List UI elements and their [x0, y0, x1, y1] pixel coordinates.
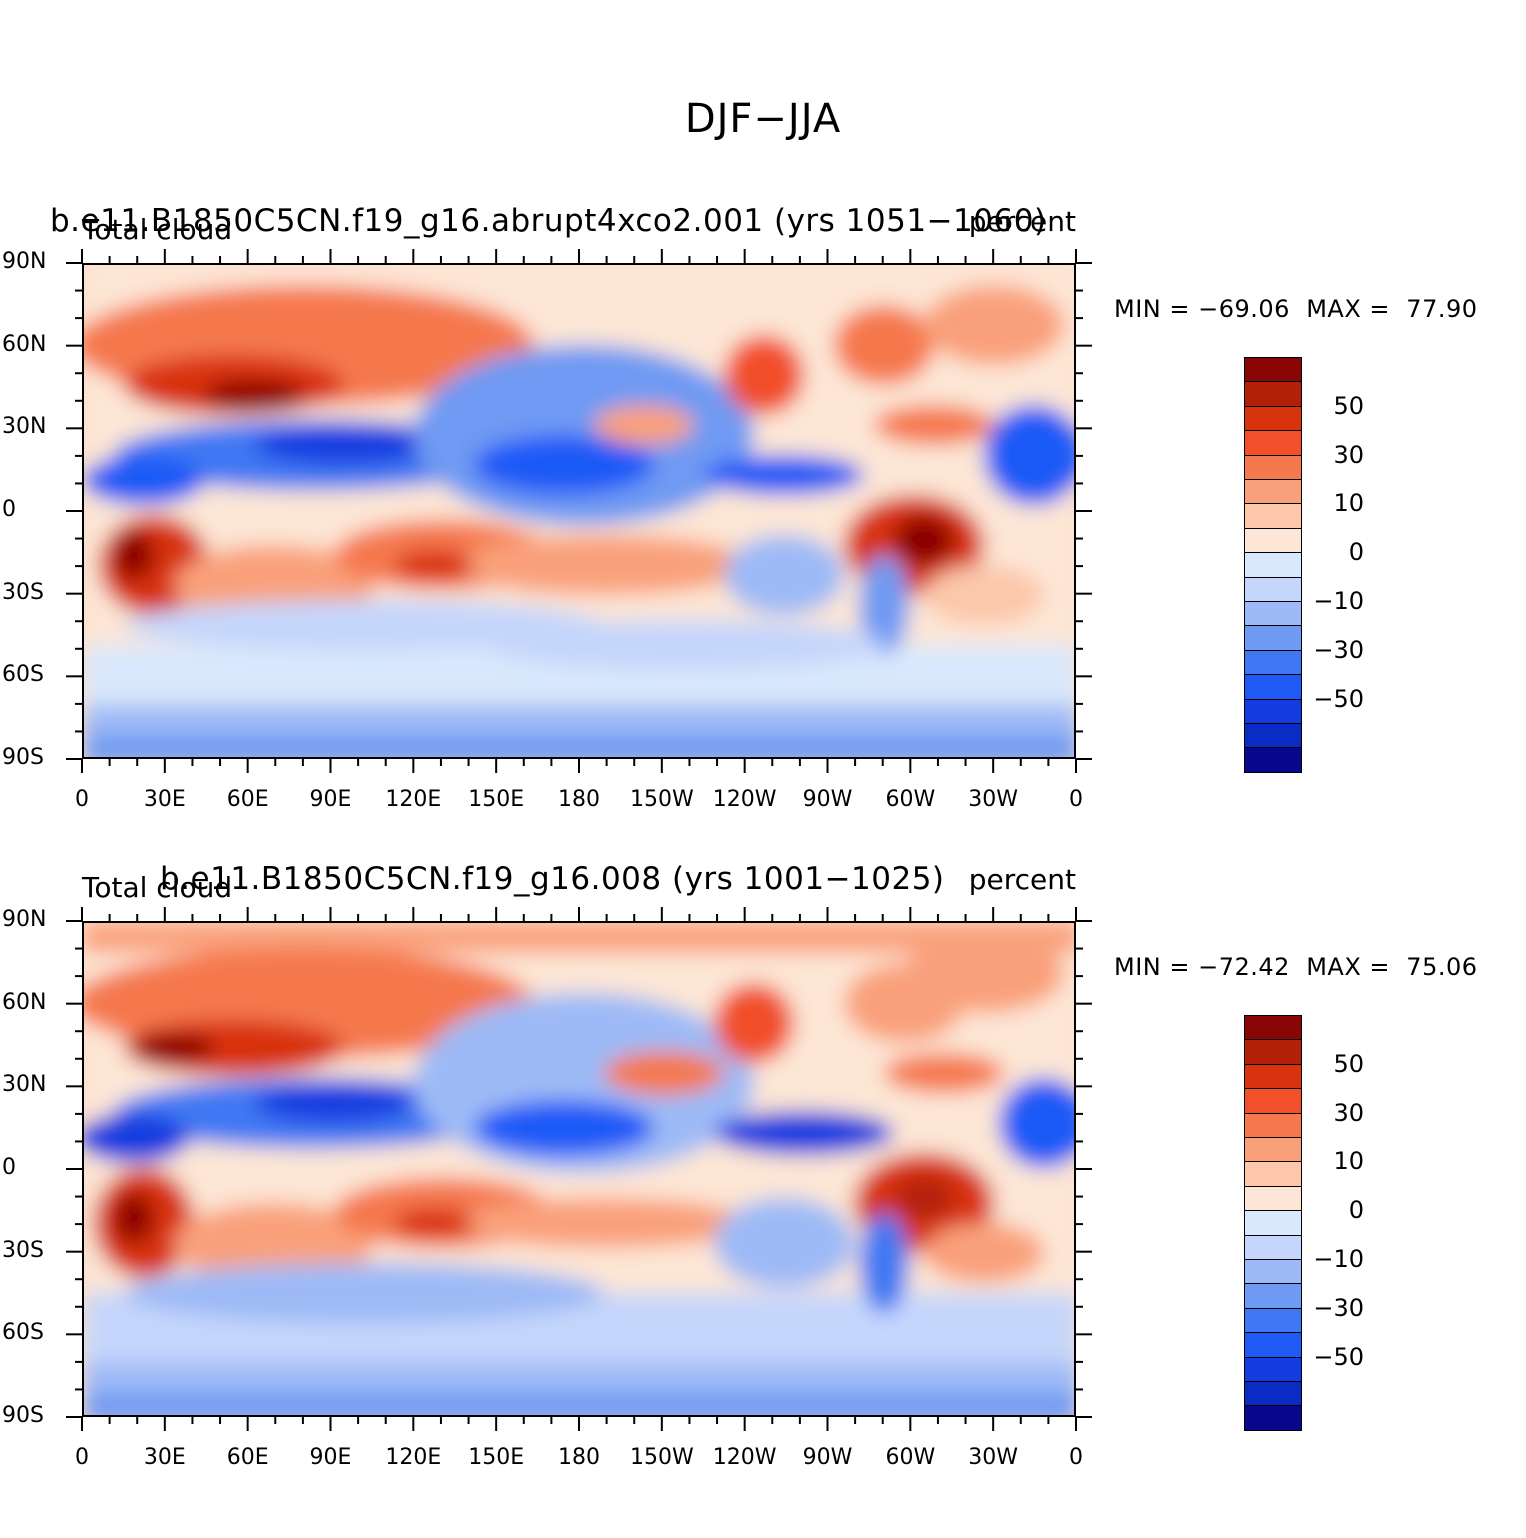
- lon-tick-label: 150W: [629, 787, 694, 812]
- lon-tick-label: 60E: [226, 1445, 269, 1470]
- min-value: −72.42: [1198, 953, 1290, 981]
- min-max-readout: MIN = −69.06 MAX = 77.90: [1114, 295, 1478, 323]
- colorbar-label: 50: [1333, 391, 1364, 420]
- lat-tick-label: 60N: [2, 989, 47, 1015]
- lat-tick-label: 30S: [2, 579, 44, 605]
- axis-ticks: [66, 907, 1092, 1431]
- map-panel-bottom: b.e11.B1850C5CN.f19_g16.008 (yrs 1001−10…: [0, 853, 1526, 1503]
- run-title: b.e11.B1850C5CN.f19_g16.008 (yrs 1001−10…: [160, 861, 945, 897]
- colorbar-segment: [1244, 405, 1302, 432]
- map-fill: [84, 923, 1074, 1415]
- axis-ticks: [66, 249, 1092, 773]
- max-value: 75.06: [1406, 953, 1478, 981]
- colorbar-segment: [1244, 479, 1302, 505]
- lon-tick-label: 120W: [712, 787, 777, 812]
- lat-tick-label: 0: [2, 497, 16, 522]
- min-value: −69.06: [1198, 295, 1290, 323]
- lon-tick-label: 30W: [968, 1445, 1019, 1470]
- contour-map: [82, 263, 1076, 759]
- map-panel-top: b.e11.B1850C5CN.f19_g16.abrupt4xco2.001 …: [0, 195, 1526, 845]
- colorbar-segment: [1244, 1185, 1302, 1212]
- lon-tick-label: 30W: [968, 787, 1019, 812]
- colorbar-segment: [1244, 1381, 1302, 1407]
- lon-tick-label: 120E: [385, 1445, 442, 1470]
- lon-tick-label: 90W: [802, 1445, 853, 1470]
- lat-tick-label: 0: [2, 1155, 16, 1180]
- lon-tick-label: 30E: [143, 787, 186, 812]
- min-label: MIN =: [1114, 953, 1190, 981]
- lat-tick-label: 90N: [2, 907, 47, 932]
- lon-tick-label: 90E: [309, 787, 352, 812]
- colorbar-label: −10: [1313, 587, 1364, 615]
- lon-tick-label: 0: [75, 787, 89, 812]
- colorbar-label: −50: [1313, 684, 1364, 713]
- contour-map: [82, 921, 1076, 1417]
- colorbar-segment: [1244, 454, 1302, 480]
- colorbar-segment: [1244, 381, 1302, 407]
- max-label: MAX =: [1306, 295, 1391, 323]
- map-fill: [84, 265, 1074, 757]
- max-value: 77.90: [1406, 295, 1478, 323]
- lon-tick-label: 0: [1069, 787, 1083, 812]
- lat-tick-label: 30S: [2, 1237, 44, 1263]
- lon-tick-label: 180: [558, 787, 600, 812]
- min-max-readout: MIN = −72.42 MAX = 75.06: [1114, 953, 1478, 981]
- lon-tick-label: 60W: [885, 1445, 936, 1470]
- colorbar-segment: [1244, 576, 1302, 602]
- lon-tick-label: 120E: [385, 787, 442, 812]
- lon-tick-label: 90W: [802, 787, 853, 812]
- figure-title: DJF−JJA: [684, 96, 842, 142]
- lat-tick-label: 90S: [2, 1403, 44, 1428]
- lon-tick-label: 90E: [309, 1445, 352, 1470]
- variable-label: Total cloud: [82, 213, 233, 246]
- colorbar-segment: [1244, 1283, 1302, 1309]
- lon-tick-label: 120W: [712, 1445, 777, 1470]
- lat-tick-label: 60S: [2, 662, 44, 688]
- lon-tick-label: 60W: [885, 787, 936, 812]
- units-label: percent: [968, 863, 1076, 896]
- colorbar: 50 30 10 0 −10 −30 −50: [1244, 357, 1364, 773]
- lon-tick-label: 180: [558, 1445, 600, 1470]
- colorbar-segment: [1244, 1405, 1302, 1431]
- colorbar-label: 10: [1333, 489, 1364, 518]
- lon-tick-label: 150E: [468, 1445, 525, 1470]
- lon-tick-label: 0: [1069, 1445, 1083, 1470]
- colorbar-segment: [1244, 1307, 1302, 1334]
- min-label: MIN =: [1114, 295, 1190, 323]
- colorbar-segment: [1244, 1137, 1302, 1163]
- lon-tick-label: 0: [75, 1445, 89, 1470]
- lat-tick-label: 90N: [2, 249, 47, 274]
- lon-tick-label: 150E: [468, 787, 525, 812]
- colorbar-label: 0: [1348, 1196, 1364, 1225]
- lat-tick-label: 90S: [2, 745, 44, 770]
- lat-tick-label: 60S: [2, 1320, 44, 1346]
- colorbar-label: 10: [1333, 1147, 1364, 1176]
- lon-tick-label: 150W: [629, 1445, 694, 1470]
- colorbar-label: −10: [1313, 1245, 1364, 1273]
- lon-tick-label: 60E: [226, 787, 269, 812]
- lat-tick-label: 30N: [2, 414, 47, 440]
- colorbar-label: 50: [1333, 1049, 1364, 1078]
- variable-label: Total cloud: [82, 871, 233, 904]
- run-title: b.e11.B1850C5CN.f19_g16.abrupt4xco2.001 …: [50, 203, 1047, 239]
- max-label: MAX =: [1306, 953, 1391, 981]
- units-label: percent: [968, 205, 1076, 238]
- lat-tick-label: 60N: [2, 331, 47, 357]
- colorbar: 50 30 10 0 −10 −30 −50: [1244, 1015, 1364, 1431]
- colorbar-label: −30: [1313, 1293, 1364, 1322]
- colorbar-label: 30: [1333, 440, 1364, 469]
- lon-tick-label: 30E: [143, 1445, 186, 1470]
- colorbar-label: −50: [1313, 1342, 1364, 1371]
- colorbar-label: 0: [1348, 538, 1364, 567]
- colorbar-label: −30: [1313, 635, 1364, 664]
- colorbar-segment: [1244, 601, 1302, 627]
- lat-tick-label: 30N: [2, 1072, 47, 1098]
- colorbar-label: 30: [1333, 1098, 1364, 1127]
- colorbar-segment: [1244, 723, 1302, 749]
- colorbar-segment: [1244, 747, 1302, 773]
- colorbar-segment: [1244, 1210, 1302, 1236]
- colorbar-segment: [1244, 552, 1302, 578]
